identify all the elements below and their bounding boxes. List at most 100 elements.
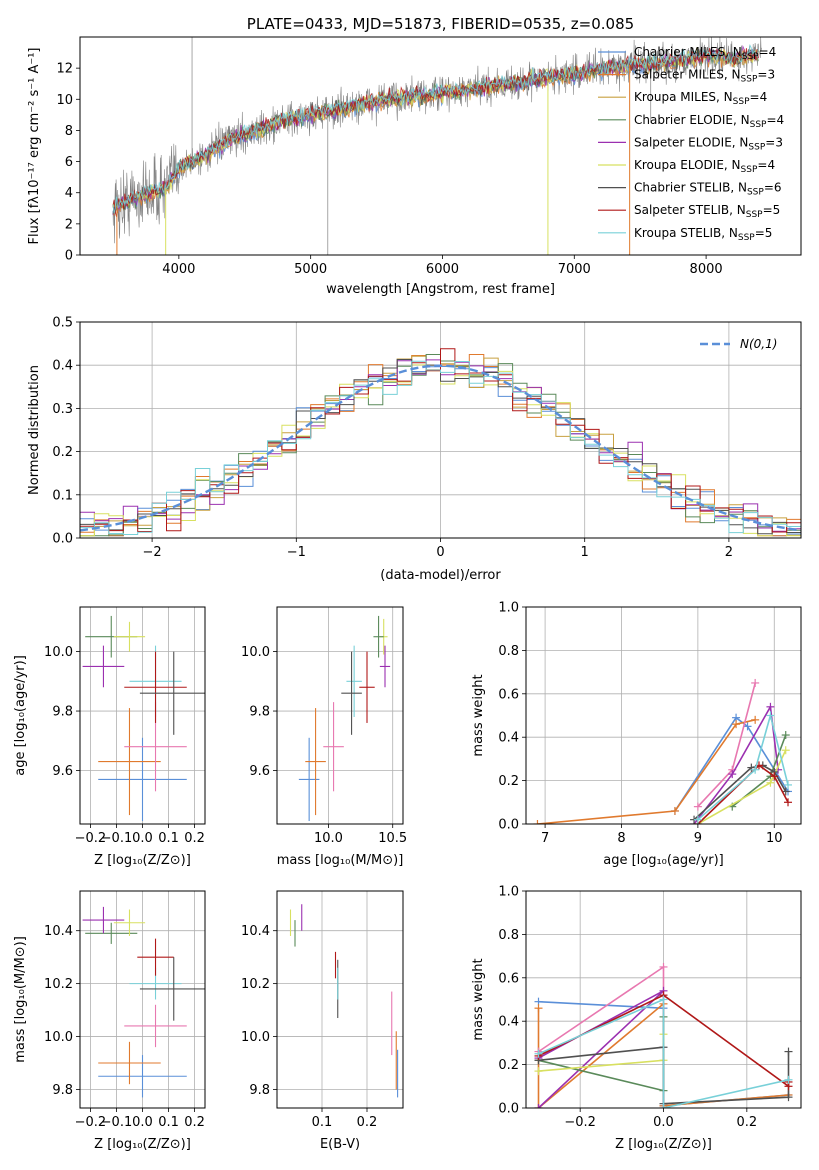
model-line (112, 43, 759, 214)
x-tick-label: −0.2 (564, 1115, 596, 1130)
weight_vs_age-plot-area (533, 678, 793, 824)
y-axis-label: Flux [fλ10⁻¹⁷ erg cm⁻² s⁻¹ A⁻¹] (27, 48, 42, 245)
x-tick-label: −0.1 (101, 1115, 133, 1130)
y-tick-label: 1.0 (498, 601, 519, 616)
weight-line (538, 998, 789, 1108)
legend-label: Chabrier ELODIE, NSSP=4 (634, 113, 784, 130)
x-axis-label: Z [log₁₀(Z/Z⊙)] (94, 853, 191, 868)
x-tick-label: −0.1 (101, 831, 133, 846)
x-tick-label: 2 (725, 545, 733, 560)
legend-label: Chabrier STELIB, NSSP=6 (634, 181, 782, 198)
model-line (112, 49, 759, 212)
y-tick-label: 0.3 (52, 402, 73, 417)
x-tick-label: 5000 (294, 262, 327, 277)
y-tick-label: 6 (65, 155, 73, 170)
weight-line (537, 719, 756, 824)
y-tick-label: 0 (65, 249, 73, 264)
y-axis-label: mass [log₁₀(M/M⊙)] (13, 936, 28, 1063)
spectrum-plot-area (112, 37, 762, 255)
x-tick-label: 0.2 (184, 1115, 205, 1130)
x-axis-label: (data-model)/error (380, 568, 501, 583)
y-tick-label: 10.2 (44, 977, 73, 992)
x-tick-label: 0.0 (653, 1115, 674, 1130)
x-tick-label: 0.1 (312, 1115, 333, 1130)
y-tick-label: 9.8 (52, 1083, 73, 1098)
y-tick-label: 9.8 (249, 705, 270, 720)
legend-label: Salpeter MILES, NSSP=3 (634, 68, 775, 85)
x-tick-label: 10 (766, 831, 783, 846)
axes-frame (79, 36, 802, 256)
x-tick-label: 0.2 (184, 831, 205, 846)
y-tick-label: 0.2 (498, 774, 519, 789)
weight-line (697, 764, 789, 824)
axes-frame (276, 890, 404, 1109)
legend-label: Kroupa MILES, NSSP=4 (634, 90, 767, 107)
histogram-step (80, 360, 801, 538)
legend-label: N(0,1) (740, 337, 777, 351)
x-axis-label: Z [log₁₀(Z/Z⊙)] (94, 1137, 191, 1152)
y-tick-label: 12 (56, 62, 73, 77)
x-tick-label: 10.0 (314, 831, 343, 846)
axes-frame (79, 321, 802, 539)
weight-line (697, 712, 789, 821)
axes-frame (276, 606, 404, 825)
mass_vs_EBV-plot-area (289, 904, 399, 1098)
legend-label: Salpeter STELIB, NSSP=5 (634, 203, 780, 220)
x-tick-label: 8 (617, 831, 625, 846)
y-tick-label: 10.0 (44, 1030, 73, 1045)
y-tick-label: 0.2 (498, 1058, 519, 1073)
y-tick-label: 10.2 (241, 977, 270, 992)
x-axis-label: age [log₁₀(age/yr)] (603, 853, 724, 868)
y-tick-label: 0.4 (498, 731, 519, 746)
x-tick-label: 0.0 (132, 831, 153, 846)
weight_vs_Z-plot-area (534, 962, 793, 1108)
y-tick-label: 0.6 (498, 687, 519, 702)
legend-label: Salpeter ELODIE, NSSP=3 (634, 135, 783, 152)
x-tick-label: 6000 (426, 262, 459, 277)
legend-label: Kroupa STELIB, NSSP=5 (634, 226, 772, 243)
weight-line (697, 682, 756, 808)
x-tick-label: 0 (436, 545, 444, 560)
y-tick-label: 8 (65, 124, 73, 139)
y-tick-label: 0.0 (52, 532, 73, 547)
x-tick-label: 9 (694, 831, 702, 846)
y-tick-label: 0.0 (498, 1102, 519, 1117)
x-tick-label: −2 (143, 545, 162, 560)
x-axis-label: Z [log₁₀(Z/Z⊙)] (615, 1137, 712, 1152)
y-tick-label: 9.6 (249, 764, 270, 779)
x-tick-label: 0.0 (132, 1115, 153, 1130)
legend-label: Chabrier MILES, NSSP=4 (634, 45, 776, 62)
x-tick-label: 7000 (558, 262, 591, 277)
y-tick-label: 10.0 (241, 1030, 270, 1045)
y-tick-label: 0.4 (52, 359, 73, 374)
y-axis-label: mass weight (471, 674, 486, 756)
y-tick-label: 0.5 (52, 316, 73, 331)
age_vs_Z-plot-area (82, 615, 205, 822)
y-tick-label: 9.6 (52, 764, 73, 779)
normal-curve (80, 364, 801, 532)
y-tick-label: 9.8 (52, 705, 73, 720)
y-tick-label: 0.4 (498, 1015, 519, 1030)
x-tick-label: 0.1 (158, 831, 179, 846)
y-tick-label: 9.8 (249, 1083, 270, 1098)
x-tick-label: 8000 (690, 262, 723, 277)
x-tick-label: 10.5 (378, 831, 407, 846)
chart-title: PLATE=0433, MJD=51873, FIBERID=0535, z=0… (247, 15, 634, 33)
axes-frame (79, 890, 206, 1109)
residuals-plot-area (80, 348, 801, 538)
x-tick-label: 0.1 (158, 1115, 179, 1130)
y-tick-label: 0.8 (498, 644, 519, 659)
x-tick-label: −0.2 (75, 1115, 107, 1130)
y-axis-label: Normed distribution (27, 365, 42, 495)
y-tick-label: 1.0 (498, 885, 519, 900)
axes-frame (525, 890, 802, 1109)
y-tick-label: 0.1 (52, 488, 73, 503)
y-axis-label: mass weight (471, 958, 486, 1040)
y-tick-label: 0.0 (498, 818, 519, 833)
weight-line (674, 716, 789, 812)
y-tick-label: 2 (65, 217, 73, 232)
y-tick-label: 10 (56, 93, 73, 108)
x-tick-label: 1 (581, 545, 589, 560)
y-tick-label: 10.4 (241, 924, 270, 939)
